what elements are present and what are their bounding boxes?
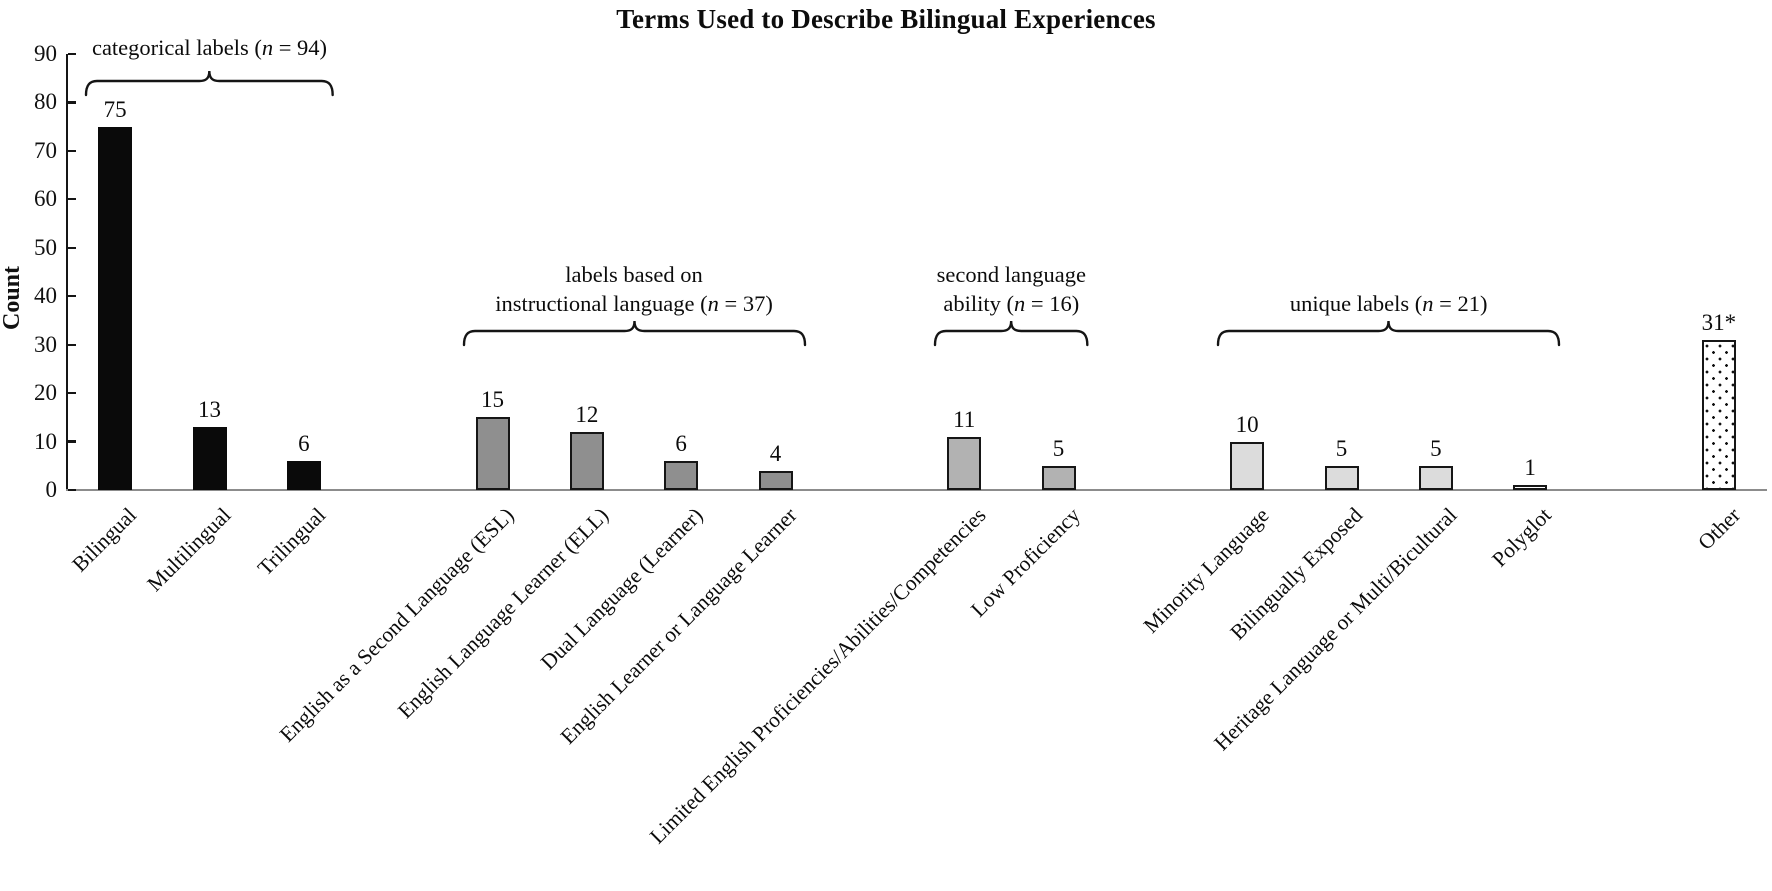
group-brace-4 [1216, 320, 1561, 347]
value-label-english-as-a-second-language-esl: 15 [481, 387, 504, 413]
x-axis-line [66, 489, 1767, 491]
value-label-other: 31* [1701, 309, 1737, 335]
y-tick [68, 392, 76, 395]
value-label-polyglot: 1 [1524, 455, 1536, 480]
y-tick-label: 40 [34, 283, 57, 309]
bar-english-learner-or-language-learner [758, 470, 793, 490]
x-axis-category-label-polyglot: Polyglot [1487, 503, 1557, 572]
y-tick-label: 20 [34, 380, 57, 406]
value-label-bilingually-exposed: 5 [1335, 435, 1348, 461]
group-caption-1: categorical labels (n = 94) [91, 35, 328, 60]
y-tick [68, 440, 76, 443]
bar-other [1701, 339, 1736, 490]
value-label-multilingual: 13 [198, 397, 221, 423]
chart-title: Terms Used to Describe Bilingual Experie… [616, 4, 1156, 34]
value-label-bilingual: 75 [103, 96, 127, 122]
y-tick-label: 60 [34, 186, 57, 212]
group-brace-1 [84, 70, 335, 97]
y-tick [68, 295, 76, 298]
bar-bilingual [98, 126, 133, 490]
value-label-minority-language: 10 [1235, 411, 1259, 437]
y-tick-label: 50 [34, 234, 57, 260]
y-tick [68, 52, 76, 56]
y-tick [68, 343, 76, 346]
group-brace-3 [933, 320, 1089, 347]
x-axis-category-label-trilingual: Trilingual [252, 503, 330, 581]
bar-dual-language-learner [664, 460, 699, 490]
x-axis-category-label-multilingual: Multilingual [142, 503, 236, 596]
group-caption-4: unique labels (n = 21) [1289, 291, 1488, 316]
y-tick [68, 488, 76, 492]
bar-english-as-a-second-language-esl [475, 417, 510, 490]
y-tick [68, 101, 76, 104]
x-axis-category-label-bilingual: Bilingual [67, 503, 142, 577]
bar-trilingual [286, 460, 321, 490]
bar-bilingually-exposed [1324, 465, 1359, 490]
bar-limited-english-proficiencies-abilities- [947, 436, 982, 490]
y-tick [68, 246, 76, 249]
y-tick [68, 149, 76, 152]
value-label-heritage-language-or-multi-bicultural: 5 [1430, 435, 1442, 461]
value-label-english-learner-or-language-learner: 4 [769, 440, 782, 466]
group-caption-2: labels based on instructional language (n… [495, 262, 773, 316]
y-tick-label: 80 [34, 89, 57, 115]
x-axis-category-label-dual-language-learner: Dual Language (Learner) [535, 503, 708, 675]
x-axis-category-label-other: Other [1693, 503, 1745, 555]
value-label-trilingual: 6 [298, 430, 310, 456]
group-caption-3: second language ability (n = 16) [936, 262, 1086, 316]
x-axis-category-label-limited-english-proficiencies-abilities-: Limited English Proficiencies/Abilities/… [644, 503, 991, 849]
y-tick-label: 90 [34, 41, 57, 66]
bar-low-proficiency [1041, 465, 1076, 490]
value-label-low-proficiency: 5 [1052, 435, 1065, 461]
value-label-english-language-learner-ell: 12 [575, 401, 599, 427]
y-tick [68, 198, 76, 201]
bar-heritage-language-or-multi-bicultural [1418, 465, 1453, 490]
value-label-limited-english-proficiencies-abilities-: 11 [953, 406, 976, 432]
y-tick-label: 70 [34, 137, 57, 163]
y-tick-label: 10 [34, 428, 57, 454]
y-axis-line [65, 54, 68, 491]
value-label-dual-language-learner: 6 [675, 430, 687, 456]
y-tick-label: 30 [34, 331, 57, 357]
y-tick-label: 0 [45, 477, 58, 502]
bar-english-language-learner-ell [569, 431, 604, 490]
bar-polyglot [1513, 485, 1548, 490]
bar-multilingual [192, 427, 227, 490]
bar-minority-language [1230, 441, 1265, 490]
group-brace-2 [462, 320, 806, 347]
